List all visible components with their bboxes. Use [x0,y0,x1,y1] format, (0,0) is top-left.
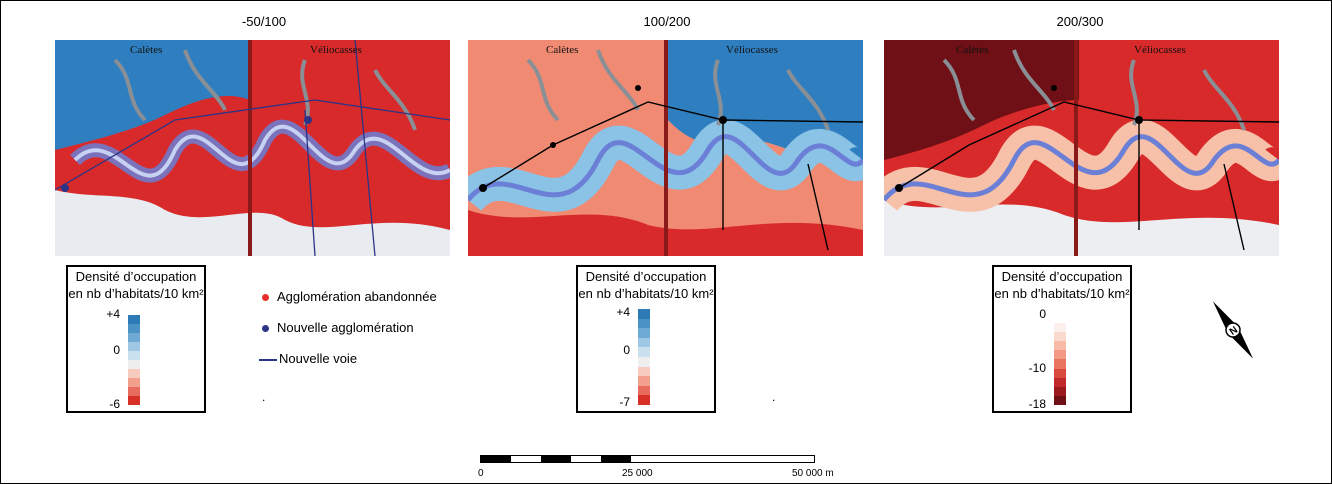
region-label-caletes: Calètes [130,44,163,56]
ramp-swatch [128,315,140,324]
color-ramp [638,309,650,405]
ramp-swatch [638,395,650,405]
density-legend-1: Densité d’occupation en nb d’habitats/10… [66,265,206,413]
legend-item-new-settlement: Nouvelle agglomération [262,320,414,335]
ramp-swatch [638,366,650,377]
legend-item-abandoned: Agglomération abandonnée [262,289,437,304]
legend-title: Densité d’occupation [1001,269,1123,284]
map-panel-3: Calètes Véliocasses [884,40,1279,256]
region-label-caletes: Calètes [956,44,989,56]
legend-tick-top: 0 [1039,307,1046,321]
blue-dot-icon [262,325,269,333]
ramp-swatch [1054,395,1066,405]
ramp-swatch [128,333,140,342]
legend-subtitle: en nb d’habitats/10 km² [68,286,204,301]
ramp-swatch [1054,359,1066,369]
ramp-swatch [638,376,650,386]
legend-subtitle: en nb d’habitats/10 km² [578,286,714,301]
region-label-caletes: Calètes [546,44,579,56]
map-panel-2: Calètes Véliocasses [468,40,863,256]
ramp-swatch [128,378,140,387]
legend-title: Densité d’occupation [585,269,707,284]
region-label-veliocasses: Véliocasses [726,44,778,56]
legend-title: Densité d’occupation [75,269,197,284]
legend-tick-top: +4 [616,305,630,319]
region-label-veliocasses: Véliocasses [310,44,362,56]
map-panel-1: Calètes Véliocasses [55,40,450,256]
ramp-swatch [1054,332,1066,342]
ramp-swatch [638,385,650,396]
ramp-swatch [128,387,140,396]
ramp-swatch [1054,386,1066,396]
scale-tick-0: 0 [478,468,484,479]
scale-tick-25000: 25 000 [622,468,653,479]
panel-title-3: 200/300 [1056,14,1104,29]
region-label-veliocasses: Véliocasses [1134,44,1186,56]
legend-tick-bottom: -6 [109,397,120,411]
ramp-swatch [1054,323,1066,333]
ramp-swatch [128,324,140,333]
ramp-swatch [638,328,650,338]
density-legend-3: Densité d’occupation en nb d’habitats/10… [992,265,1132,413]
panel-title-2: 100/200 [643,14,691,29]
red-dot-icon [262,294,269,302]
ramp-swatch [638,356,650,367]
legend-tick-bottom: -7 [619,395,630,409]
legend-tick-top: +4 [106,307,120,321]
ramp-swatch [638,337,650,348]
density-legend-2: Densité d’occupation en nb d’habitats/10… [576,265,716,413]
scale-tick-50000: 50 000 m [792,468,834,479]
ramp-swatch [1054,368,1066,378]
legend-item-new-road: Nouvelle voie [259,351,357,366]
legend-tick-mid: -10 [1028,361,1046,375]
ramp-swatch [128,342,140,351]
ramp-swatch [638,318,650,329]
ramp-swatch [1054,377,1066,387]
line-icon [259,358,277,361]
scale-bar [480,455,815,463]
ramp-swatch [638,309,650,319]
color-ramp [128,315,140,405]
panel-title-1: -50/100 [241,14,287,29]
legend-tick-mid: 0 [113,343,120,357]
ramp-swatch [128,396,140,405]
ramp-swatch [1054,341,1066,351]
color-ramp [1054,323,1066,405]
north-arrow-icon: N [1208,295,1258,370]
ramp-swatch [638,347,650,357]
ramp-swatch [128,369,140,378]
legend-tick-mid: 0 [623,343,630,357]
ramp-swatch [128,360,140,369]
legend-tick-bottom: -18 [1028,397,1046,411]
ramp-swatch [1054,350,1066,360]
ramp-swatch [128,351,140,360]
legend-subtitle: en nb d’habitats/10 km² [994,286,1130,301]
